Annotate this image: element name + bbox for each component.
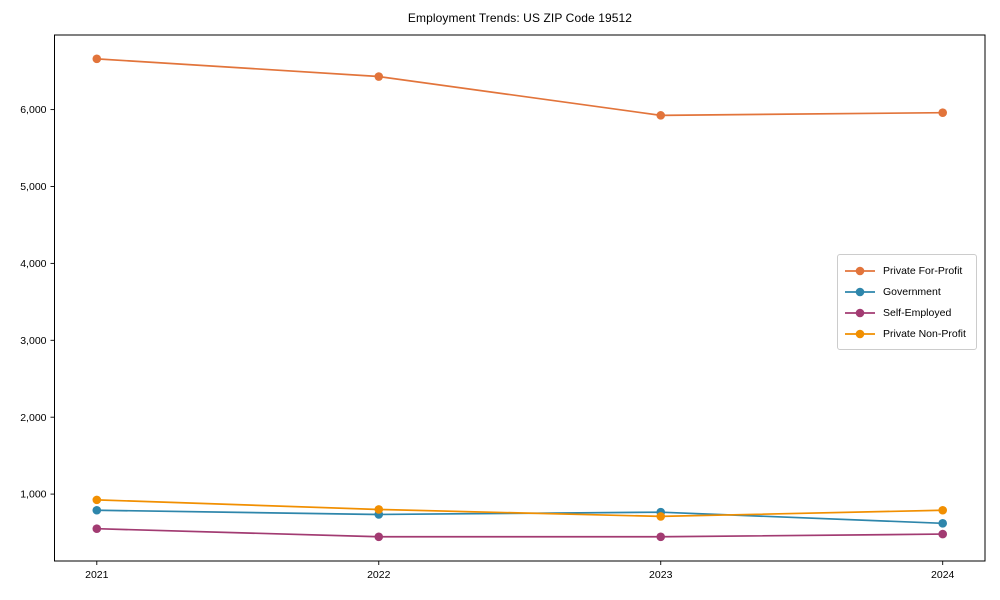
series-line-private-for-profit	[96, 57, 943, 117]
data-point-marker	[92, 524, 102, 534]
x-tick-label: 2024	[931, 569, 955, 581]
legend-item: Government	[844, 281, 970, 302]
data-point-marker	[938, 529, 948, 539]
y-tick-label: 1,000	[20, 489, 46, 501]
x-tick-label: 2023	[649, 569, 673, 581]
data-point-marker	[92, 505, 102, 515]
legend-line-marker-icon	[845, 329, 875, 338]
data-point-marker	[656, 111, 666, 120]
data-point-marker	[656, 512, 666, 521]
x-tick-label: 2021	[85, 569, 109, 581]
legend-item: Private Non-Profit	[844, 323, 970, 344]
data-point-marker	[656, 532, 666, 542]
legend: Private For-Profit Government Self-Employe…	[837, 254, 977, 350]
data-point-marker	[938, 519, 948, 528]
legend-line-marker-icon	[845, 266, 875, 275]
data-point-marker	[938, 505, 948, 515]
axes-frame	[54, 34, 986, 562]
y-tick-label: 4,000	[20, 258, 46, 270]
y-tick-label: 3,000	[20, 335, 46, 347]
data-point-marker	[92, 495, 102, 505]
chart-title: Employment Trends: US ZIP Code 19512	[407, 11, 633, 25]
series-line-self-employed	[96, 527, 943, 538]
data-point-marker	[374, 72, 384, 81]
x-tick-label: 2022	[367, 569, 391, 581]
legend-item: Private For-Profit	[844, 260, 970, 281]
series-line-private-non-profit	[96, 499, 943, 518]
legend-label: Private For-Profit	[883, 264, 963, 277]
data-point-marker	[374, 505, 384, 514]
legend-line-marker-icon	[845, 287, 875, 296]
y-tick-label: 6,000	[20, 104, 46, 116]
data-point-marker	[374, 532, 384, 542]
data-point-marker	[938, 108, 948, 117]
legend-line-marker-icon	[845, 308, 875, 317]
legend-item: Self-Employed	[844, 302, 970, 323]
legend-label: Private Non-Profit	[883, 327, 966, 340]
y-tick-label: 5,000	[20, 181, 46, 193]
legend-label: Self-Employed	[883, 306, 952, 319]
legend-label: Government	[883, 285, 941, 298]
data-point-marker	[92, 54, 102, 64]
y-tick-label: 2,000	[20, 412, 46, 424]
